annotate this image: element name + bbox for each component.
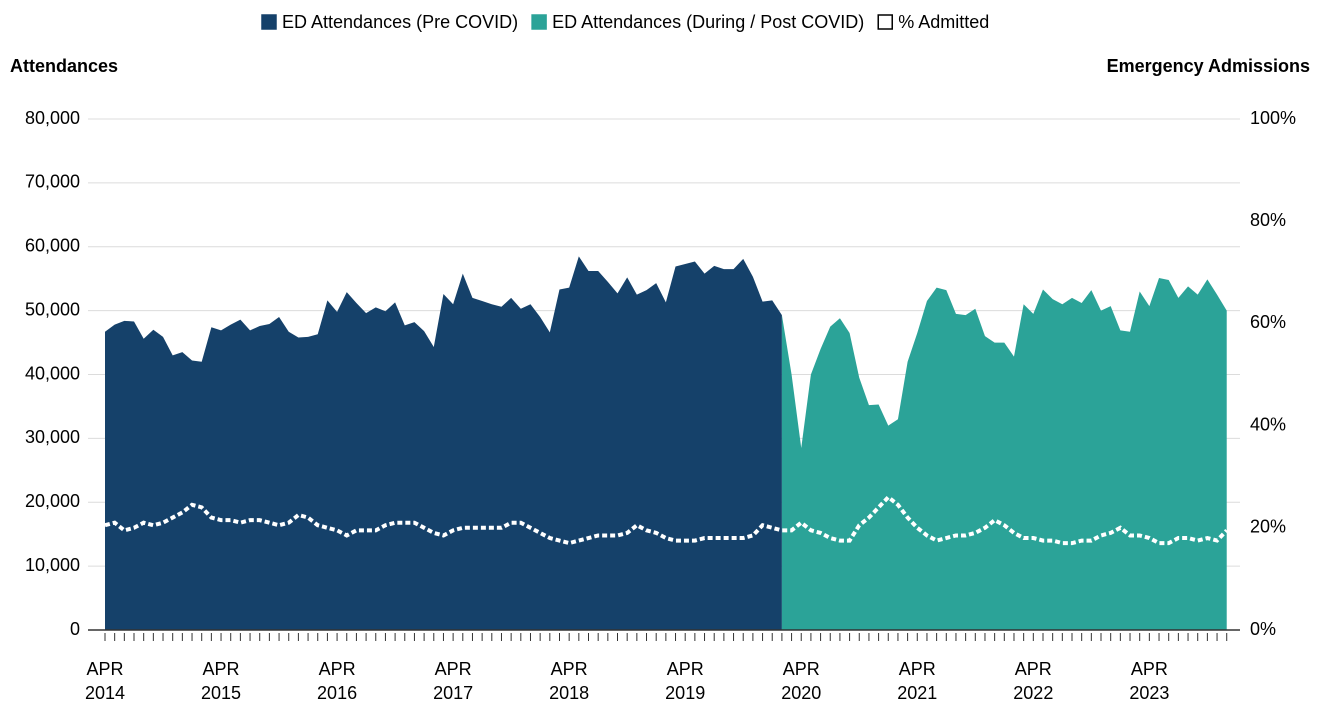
y2-tick-label: 20% [1250,517,1286,537]
x-tick-label: APR 2018 [549,659,589,702]
y2-tick-label: 40% [1250,414,1286,434]
y-tick-label: 60,000 [25,236,80,256]
x-tick-label: APR 2015 [201,659,241,702]
x-tick-label: APR 2016 [317,659,357,702]
line [104,494,1229,546]
y-tick-label: 50,000 [25,299,80,319]
y-tick-label: 80,000 [25,108,80,128]
area [781,278,1227,630]
x-tick-label: APR 2023 [1129,659,1169,702]
y2-axis-title: Emergency Admissions [1107,56,1310,76]
y2-tick-label: 60% [1250,312,1286,332]
legend: ED Attendances (Pre COVID) ED Attendances… [261,12,989,32]
x-tick-label: APR 2021 [897,659,937,702]
y2-tick-label: 0% [1250,619,1276,639]
legend-label: ED Attendances (Pre COVID) [282,12,518,32]
y-tick-label: 20,000 [25,491,80,511]
legend-swatch [531,14,547,30]
y-tick-label: 0 [70,619,80,639]
x-tick-label: APR 2020 [781,659,821,702]
y-tick-label: 40,000 [25,363,80,383]
legend-label: % Admitted [898,12,989,32]
legend-swatch [261,14,277,30]
x-tick-label: APR 2017 [433,659,473,702]
x-tick-label: APR 2022 [1013,659,1053,702]
y-tick-label: 30,000 [25,427,80,447]
x-tick-label: APR 2019 [665,659,705,702]
legend-label: ED Attendances (During / Post COVID) [552,12,864,32]
y-tick-label: 10,000 [25,555,80,575]
y2-tick-label: 80% [1250,210,1286,230]
y2-tick-label: 100% [1250,108,1296,128]
y-tick-label: 70,000 [25,172,80,192]
legend-swatch [877,14,893,30]
area [105,256,782,630]
x-tick-label: APR 2014 [85,659,125,702]
y-axis-title: Attendances [10,56,118,76]
